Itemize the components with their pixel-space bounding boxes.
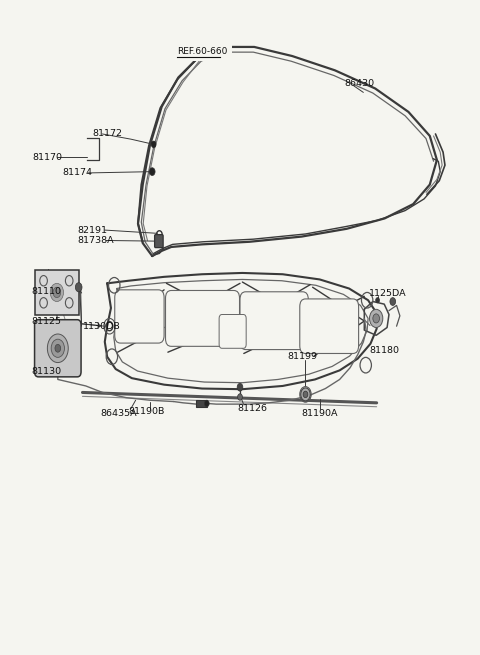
Circle shape (75, 283, 82, 291)
FancyBboxPatch shape (115, 290, 164, 343)
Text: 81190A: 81190A (301, 409, 338, 418)
Circle shape (50, 284, 63, 301)
Text: 82191: 82191 (78, 225, 108, 234)
Text: 81190B: 81190B (129, 407, 165, 417)
Text: REF.60-660: REF.60-660 (178, 47, 228, 56)
Circle shape (301, 388, 310, 401)
Text: 86435A: 86435A (100, 409, 137, 418)
FancyBboxPatch shape (35, 320, 81, 377)
Circle shape (53, 288, 60, 297)
Circle shape (370, 309, 383, 328)
Text: 81199: 81199 (288, 352, 317, 361)
FancyBboxPatch shape (300, 299, 359, 354)
Circle shape (55, 345, 60, 352)
Circle shape (51, 339, 64, 358)
Text: 1130DB: 1130DB (83, 322, 120, 331)
Circle shape (303, 391, 308, 398)
Circle shape (390, 297, 396, 305)
Text: 1125DA: 1125DA (369, 290, 407, 298)
FancyBboxPatch shape (196, 400, 207, 407)
Text: 81180: 81180 (369, 346, 399, 355)
Circle shape (373, 314, 380, 323)
Text: 81125: 81125 (31, 316, 61, 326)
FancyBboxPatch shape (155, 234, 163, 248)
Circle shape (238, 394, 242, 400)
Circle shape (237, 383, 243, 391)
Text: 81130: 81130 (31, 367, 61, 376)
Text: 81110: 81110 (31, 288, 61, 296)
Text: 81738A: 81738A (78, 236, 114, 245)
Text: 81126: 81126 (238, 404, 268, 413)
Circle shape (151, 141, 156, 147)
Circle shape (48, 334, 68, 363)
Text: 81174: 81174 (62, 168, 92, 178)
Text: 86430: 86430 (344, 79, 374, 88)
Circle shape (376, 297, 380, 303)
FancyBboxPatch shape (166, 290, 240, 346)
FancyBboxPatch shape (240, 291, 308, 350)
Text: 81170: 81170 (32, 153, 62, 162)
Text: 81172: 81172 (92, 130, 122, 138)
FancyBboxPatch shape (35, 271, 79, 314)
FancyBboxPatch shape (219, 314, 246, 348)
Circle shape (149, 168, 155, 176)
Circle shape (204, 400, 209, 407)
